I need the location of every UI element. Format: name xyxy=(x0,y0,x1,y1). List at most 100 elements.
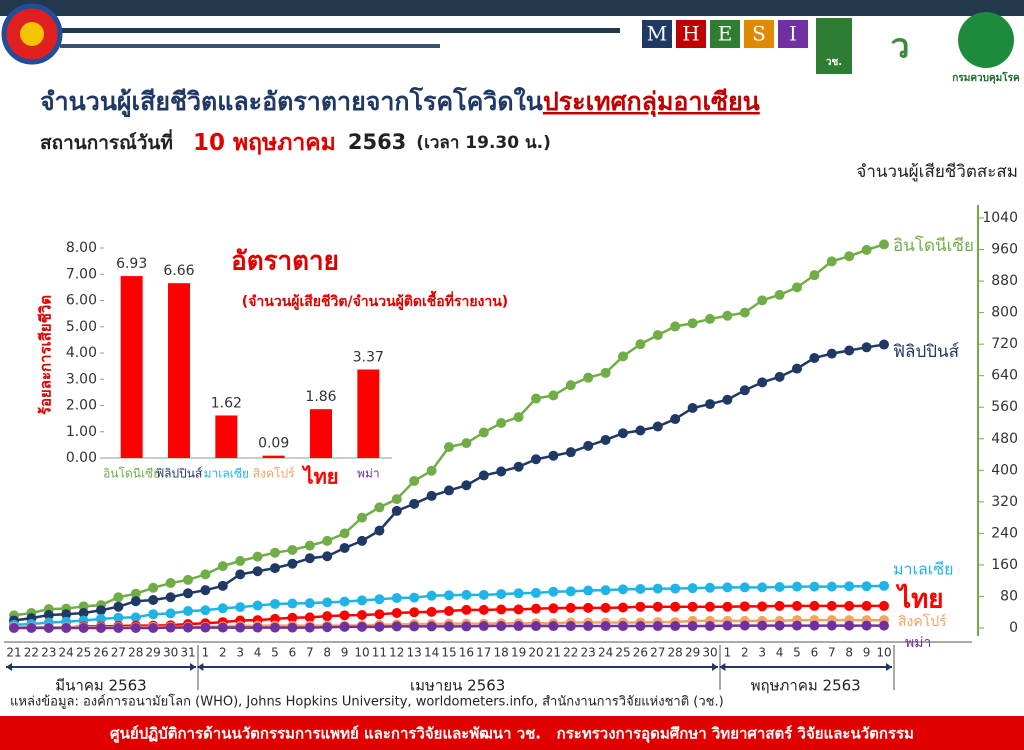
point xyxy=(96,623,106,633)
point xyxy=(409,592,420,603)
situation-year: 2563 xyxy=(348,130,406,154)
point xyxy=(322,551,333,562)
point xyxy=(148,595,159,606)
footer-band xyxy=(0,716,1024,750)
point xyxy=(426,490,437,501)
x-tick-label: สิงคโปร์ xyxy=(253,467,295,481)
point xyxy=(357,512,367,523)
point xyxy=(635,583,646,594)
point xyxy=(426,606,437,617)
y-tick-label: 2.00 xyxy=(66,398,97,414)
point xyxy=(130,588,141,599)
point xyxy=(339,528,350,539)
point xyxy=(861,244,872,255)
logo-letter: H xyxy=(682,22,699,46)
bar xyxy=(215,415,238,458)
point xyxy=(565,621,576,632)
x-tick-label: 26 xyxy=(93,646,108,660)
point xyxy=(339,610,350,621)
point xyxy=(478,589,489,600)
point xyxy=(61,609,72,620)
point xyxy=(809,270,820,281)
x-tick-label: 27 xyxy=(650,646,665,660)
x-tick-label: 23 xyxy=(41,646,56,660)
x-tick-label: 9 xyxy=(863,646,871,660)
x-tick-label: 3 xyxy=(758,646,766,660)
x-tick-label: 2 xyxy=(741,646,749,660)
point xyxy=(183,606,193,617)
point xyxy=(357,609,367,620)
point xyxy=(148,582,159,593)
point xyxy=(722,582,733,593)
point xyxy=(200,622,211,633)
point xyxy=(322,611,333,622)
point xyxy=(687,621,698,632)
x-tick-label: 23 xyxy=(581,646,596,660)
point xyxy=(496,589,507,600)
footer: ศูนย์ปฏิบัติการด้านนวัตกรรมการแพทย์ และก… xyxy=(110,725,914,744)
y-tick-label: 6.00 xyxy=(66,293,97,309)
point xyxy=(461,480,472,491)
x-tick-label: 29 xyxy=(146,646,161,660)
point xyxy=(461,438,472,449)
series-label: ฟิลิปปินส์ xyxy=(893,342,960,362)
x-tick-label: 5 xyxy=(271,646,279,660)
title-highlight: ประเทศกลุ่มอาเซียน xyxy=(543,87,760,118)
point xyxy=(113,592,124,603)
x-tick-label: 15 xyxy=(441,646,456,660)
point xyxy=(9,623,19,633)
point xyxy=(426,465,437,476)
point xyxy=(861,600,872,611)
point xyxy=(461,604,472,615)
point xyxy=(774,600,785,611)
x-tick-label: พม่า xyxy=(357,467,380,481)
y2-tick-label: 160 xyxy=(991,557,1018,573)
x-tick-label: 16 xyxy=(459,646,474,660)
point xyxy=(478,604,489,615)
month-label: พฤษภาคม 2563 xyxy=(751,677,861,695)
point xyxy=(548,603,559,614)
bar xyxy=(310,409,332,458)
y-tick-label: 4.00 xyxy=(66,345,97,361)
month-label: มีนาคม 2563 xyxy=(55,677,146,695)
point xyxy=(757,620,768,631)
x-tick-label: 17 xyxy=(476,646,491,660)
point xyxy=(252,551,263,562)
y-axis-label: ร้อยละการเสียชีวิต xyxy=(37,295,55,415)
point xyxy=(461,589,472,600)
point xyxy=(739,582,750,593)
bar-subtitle: (จำนวนผู้เสียชีวิต/จำนวนผู้ติดเชื้อที่รา… xyxy=(242,290,508,310)
point xyxy=(600,434,611,445)
x-tick-label: 12 xyxy=(389,646,404,660)
x-tick-label: 7 xyxy=(828,646,836,660)
point xyxy=(826,581,837,592)
point xyxy=(792,581,802,592)
y2-tick-label: 0 xyxy=(1009,620,1018,636)
point xyxy=(444,621,454,632)
point xyxy=(426,590,437,601)
point xyxy=(235,602,246,613)
x-tick-label: 1 xyxy=(202,646,210,660)
x-tick-label: 14 xyxy=(424,646,439,660)
x-tick-label: 4 xyxy=(776,646,784,660)
point xyxy=(339,596,350,607)
nrct-logo xyxy=(816,18,852,74)
point xyxy=(531,603,541,614)
point xyxy=(583,621,594,632)
x-tick-label: 6 xyxy=(289,646,297,660)
point xyxy=(565,380,576,391)
point xyxy=(130,612,141,623)
y2-tick-label: 640 xyxy=(991,368,1018,384)
point xyxy=(757,601,768,612)
point xyxy=(43,609,54,620)
x-tick-label: 22 xyxy=(24,646,39,660)
point xyxy=(844,600,855,611)
series-label: อินโดนีเซีย xyxy=(893,235,974,256)
nrct-text: วช. xyxy=(826,57,842,68)
title: จำนวนผู้เสียชีวิตและอัตราตายจากโรคโควิดใ… xyxy=(40,86,760,118)
point xyxy=(531,454,541,465)
logo-letter-box xyxy=(778,20,808,48)
y-tick-label: 5.00 xyxy=(66,319,97,335)
y-tick-label: 8.00 xyxy=(66,240,97,256)
point xyxy=(183,622,193,633)
